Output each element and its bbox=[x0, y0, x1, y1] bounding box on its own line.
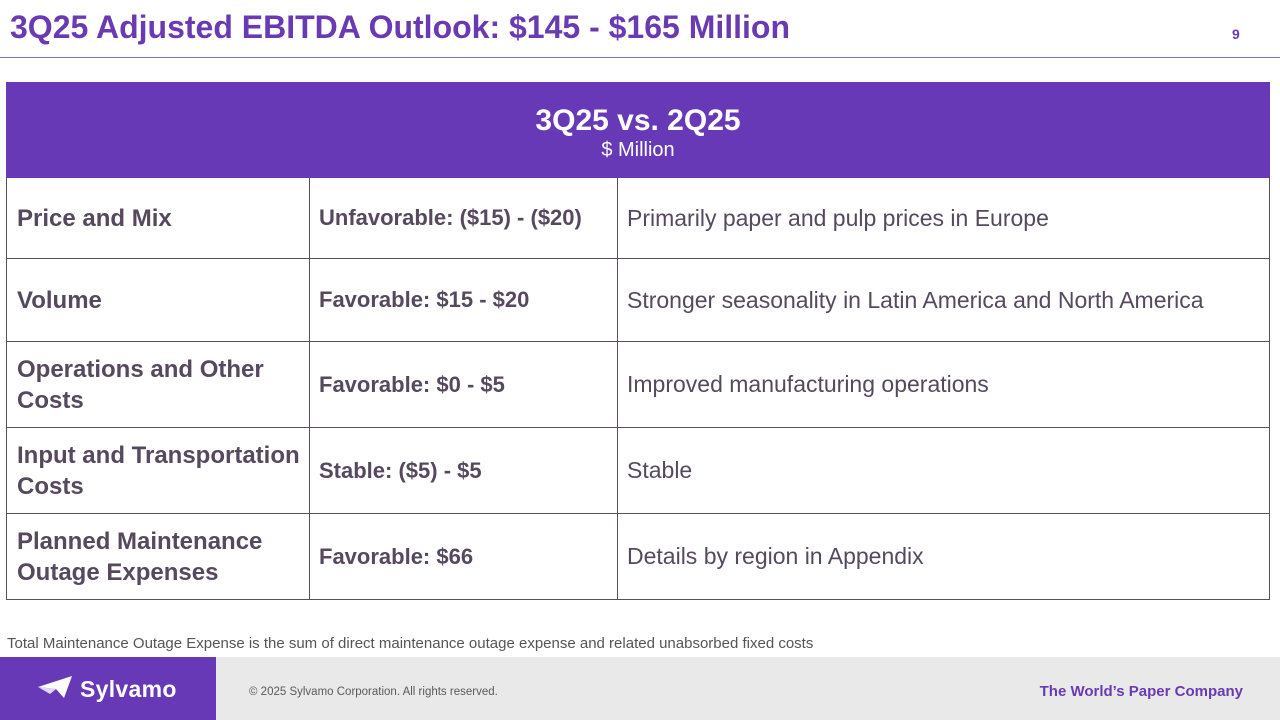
table-row: Input and Transportation Costs Stable: (… bbox=[6, 427, 1270, 514]
table-row: Operations and Other Costs Favorable: $0… bbox=[6, 341, 1270, 428]
comment-cell: Improved manufacturing operations bbox=[617, 341, 1270, 428]
comment-cell: Primarily paper and pulp prices in Europ… bbox=[617, 177, 1270, 259]
page-number: 9 bbox=[1232, 26, 1240, 42]
driver-cell: Input and Transportation Costs bbox=[6, 427, 310, 514]
outlook-table: 3Q25 vs. 2Q25 $ Million Price and Mix Un… bbox=[6, 82, 1270, 600]
driver-cell: Operations and Other Costs bbox=[6, 341, 310, 428]
brand-name: Sylvamo bbox=[80, 676, 177, 702]
impact-cell: Unfavorable: ($15) - ($20) bbox=[309, 177, 618, 259]
table-heading: 3Q25 vs. 2Q25 bbox=[535, 104, 741, 137]
sylvamo-logo-icon bbox=[38, 676, 72, 698]
comment-cell: Stronger seasonality in Latin America an… bbox=[617, 258, 1270, 342]
tagline: The World’s Paper Company bbox=[1039, 683, 1243, 700]
page-title: 3Q25 Adjusted EBITDA Outlook: $145 - $16… bbox=[10, 9, 791, 45]
impact-cell: Favorable: $15 - $20 bbox=[309, 258, 618, 342]
table-header-row: 3Q25 vs. 2Q25 $ Million bbox=[6, 82, 1270, 178]
driver-cell: Price and Mix bbox=[6, 177, 310, 259]
impact-cell: Favorable: $0 - $5 bbox=[309, 341, 618, 428]
driver-cell: Volume bbox=[6, 258, 310, 342]
table-header: 3Q25 vs. 2Q25 $ Million bbox=[6, 82, 1270, 178]
footnote: Total Maintenance Outage Expense is the … bbox=[7, 635, 814, 652]
brand-block: Sylvamo bbox=[0, 657, 216, 720]
table-row: Volume Favorable: $15 - $20 Stronger sea… bbox=[6, 258, 1270, 342]
table-row: Planned Maintenance Outage Expenses Favo… bbox=[6, 513, 1270, 600]
footer-bar: Sylvamo © 2025 Sylvamo Corporation. All … bbox=[0, 657, 1280, 720]
table-row: Price and Mix Unfavorable: ($15) - ($20)… bbox=[6, 177, 1270, 259]
impact-cell: Stable: ($5) - $5 bbox=[309, 427, 618, 514]
comment-cell: Stable bbox=[617, 427, 1270, 514]
impact-cell: Favorable: $66 bbox=[309, 513, 618, 600]
copyright-text: © 2025 Sylvamo Corporation. All rights r… bbox=[249, 686, 498, 698]
title-divider bbox=[0, 57, 1280, 58]
driver-cell: Planned Maintenance Outage Expenses bbox=[6, 513, 310, 600]
table-subheading: $ Million bbox=[601, 139, 675, 161]
comment-cell: Details by region in Appendix bbox=[617, 513, 1270, 600]
